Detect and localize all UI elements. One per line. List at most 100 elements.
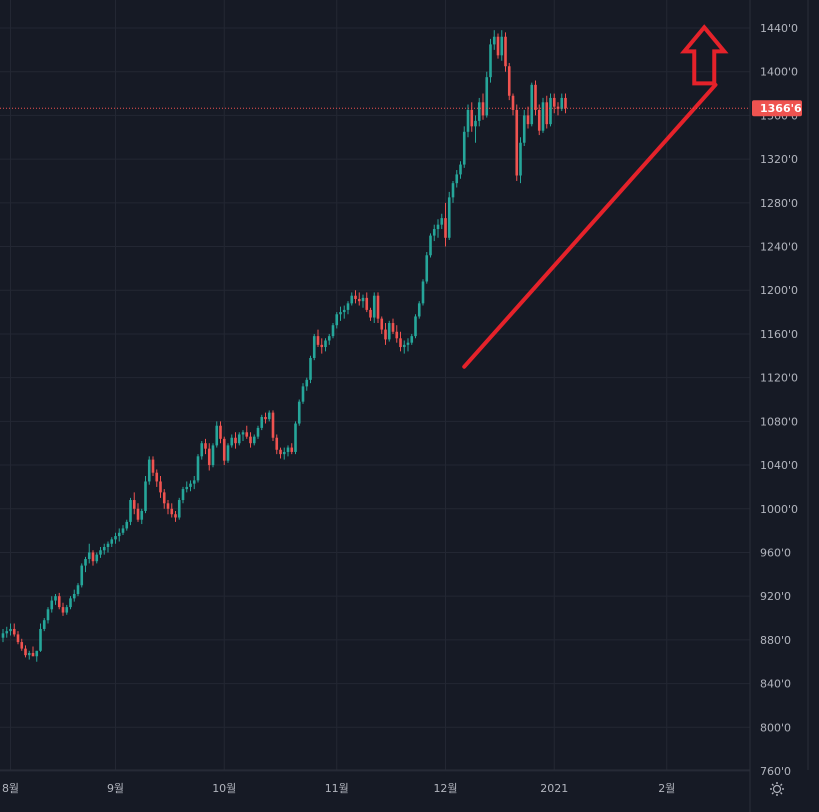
candles	[1, 30, 567, 662]
price-tick-label: 1440'0	[760, 22, 798, 35]
price-tick-label: 1320'0	[760, 153, 798, 166]
candle-body	[485, 77, 489, 116]
time-tick-label: 11월	[325, 782, 349, 795]
gear-icon-tooth	[771, 783, 774, 786]
price-axis-labels: 1440'01400'01360'01320'01280'01240'01200…	[760, 22, 798, 778]
time-tick-label: 2월	[658, 782, 675, 795]
candle-body	[144, 481, 147, 511]
candle-body	[31, 652, 35, 657]
last-price-tag-background	[752, 100, 802, 117]
candle-body	[192, 480, 196, 484]
candle-body	[380, 318, 384, 330]
candle-body	[256, 427, 260, 437]
candle-body	[474, 120, 477, 127]
candle-body	[234, 437, 237, 444]
candle-body	[564, 97, 567, 109]
candle-body	[560, 97, 564, 109]
up-arrow-annotation[interactable]	[679, 24, 729, 86]
candle-body	[106, 543, 110, 548]
candle-body	[204, 443, 207, 449]
time-tick-label: 12월	[433, 782, 457, 795]
candle-body	[9, 628, 12, 632]
price-tick-label: 1280'0	[760, 197, 798, 210]
candle-body	[95, 554, 99, 562]
candle-body	[65, 607, 69, 613]
candle-body	[365, 297, 369, 310]
candle-body	[369, 309, 372, 318]
time-tick-label: 8월	[2, 782, 19, 795]
candle-body	[384, 329, 387, 340]
candle-body	[537, 109, 541, 131]
candle-body	[530, 84, 534, 125]
price-tick-label: 1080'0	[760, 415, 798, 428]
candle-body	[477, 102, 481, 121]
gear-icon-center	[772, 784, 782, 794]
candle-body	[451, 183, 455, 198]
candle-body	[46, 609, 50, 621]
candle-body	[350, 295, 354, 304]
candle-body	[421, 281, 425, 304]
candle-body	[286, 447, 290, 452]
price-tick-label: 960'0	[760, 546, 791, 559]
candle-body	[459, 164, 462, 175]
candle-body	[264, 416, 267, 420]
candle-body	[207, 448, 211, 466]
price-tick-label: 1120'0	[760, 372, 798, 385]
candle-body	[312, 336, 316, 358]
candle-body	[432, 229, 436, 236]
price-tick-label: 800'0	[760, 721, 791, 734]
candle-body	[440, 218, 444, 225]
candle-body	[215, 425, 219, 446]
candle-body	[500, 36, 504, 56]
candle-body	[504, 36, 507, 67]
candle-body	[249, 436, 252, 444]
candle-body	[162, 492, 166, 504]
candle-body	[170, 508, 174, 515]
candle-body	[511, 95, 515, 110]
candle-body	[492, 36, 496, 45]
candle-body	[140, 510, 144, 520]
time-tick-label: 2021	[540, 782, 568, 795]
candle-body	[16, 634, 20, 643]
candle-body	[290, 447, 294, 452]
candle-body	[361, 297, 365, 302]
candle-body	[1, 633, 5, 638]
candle-body	[410, 336, 414, 343]
candle-body	[335, 314, 339, 326]
settings-icon[interactable]	[770, 782, 784, 796]
candle-body	[489, 44, 492, 78]
last-price-label: 1366'6	[760, 102, 802, 115]
candle-body	[327, 336, 331, 341]
candle-body	[301, 386, 305, 402]
gear-icon-tooth	[771, 792, 774, 795]
candle-body	[222, 438, 226, 461]
candle-body	[429, 235, 432, 256]
candle-body	[189, 483, 192, 487]
candle-body	[526, 115, 530, 125]
candle-body	[545, 102, 549, 125]
candle-body	[200, 443, 204, 457]
price-tick-label: 1240'0	[760, 241, 798, 254]
candle-body	[84, 559, 87, 566]
candle-body	[219, 425, 222, 439]
price-tick-label: 1160'0	[760, 328, 798, 341]
candle-body	[80, 565, 84, 586]
candle-body	[339, 312, 342, 315]
candle-body	[271, 412, 275, 438]
price-tick-label: 1400'0	[760, 66, 798, 79]
candle-body	[282, 451, 286, 455]
candle-body	[324, 340, 327, 348]
trendline[interactable]	[462, 82, 718, 369]
price-tick-label: 1040'0	[760, 459, 798, 472]
candle-body	[61, 607, 65, 613]
time-tick-label: 10월	[212, 782, 236, 795]
candle-body	[76, 585, 80, 594]
candle-body	[406, 342, 410, 345]
price-axis[interactable]	[749, 0, 819, 812]
candle-body	[245, 432, 249, 437]
candle-body	[5, 631, 9, 634]
candle-body	[226, 445, 230, 461]
candle-body	[481, 102, 485, 116]
candle-body	[552, 97, 556, 107]
